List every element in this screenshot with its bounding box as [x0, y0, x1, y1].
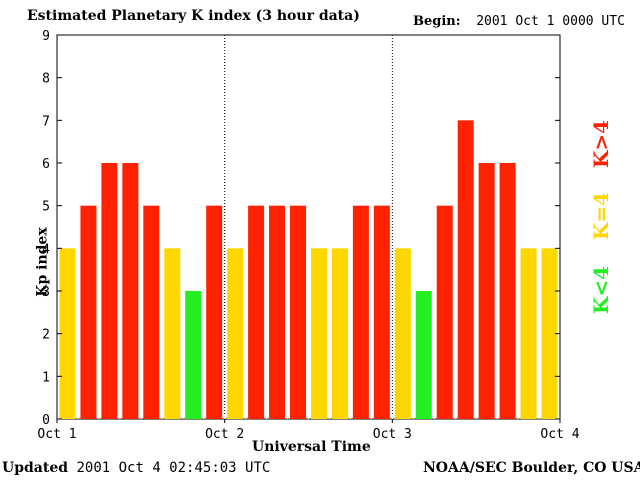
kp-bar [436, 205, 453, 419]
kp-bar [478, 163, 495, 419]
legend-equal: K=4 [589, 191, 613, 240]
kp-bar [122, 163, 139, 419]
begin-label: Begin: [413, 14, 461, 29]
legend-above: K>4 [589, 119, 613, 168]
chart-title: Estimated Planetary K index (3 hour data… [27, 8, 360, 24]
kp-bar [415, 291, 432, 419]
y-tick-label: 9 [42, 29, 50, 44]
x-tick-label: Oct 1 [37, 427, 76, 442]
y-tick-label: 5 [42, 200, 50, 215]
x-tick-label: Oct 4 [540, 427, 579, 442]
kp-bar [269, 205, 286, 419]
x-axis-label: Universal Time [252, 439, 371, 455]
x-tick-label: Oct 3 [373, 427, 412, 442]
kp-bar [331, 248, 348, 419]
kp-bar [499, 163, 516, 419]
kp-bar [310, 248, 327, 419]
kp-bar [101, 163, 118, 419]
y-tick-label: 3 [42, 285, 50, 300]
kp-bar [457, 120, 474, 419]
kp-bar [248, 205, 265, 419]
kp-bar [164, 248, 181, 419]
y-tick-label: 1 [42, 370, 50, 385]
kp-bar [185, 291, 202, 419]
kp-bar [227, 248, 244, 419]
y-tick-label: 6 [42, 157, 50, 172]
kp-bar [59, 248, 76, 419]
kp-bar [206, 205, 223, 419]
updated-value: 2001 Oct 4 02:45:03 UTC [76, 460, 271, 476]
legend-below: K<4 [589, 265, 613, 314]
credit-text: NOAA/SEC Boulder, CO USA [423, 460, 640, 476]
begin-value: 2001 Oct 1 0000 UTC [476, 14, 625, 29]
y-tick-label: 4 [42, 242, 50, 257]
y-axis-label: Kp index [34, 227, 51, 297]
kp-bar [352, 205, 369, 419]
kp-bar [80, 205, 97, 419]
updated-timestamp: Updated 2001 Oct 4 02:45:03 UTC [2, 460, 270, 476]
kp-bar [143, 205, 160, 419]
y-tick-label: 0 [42, 413, 50, 428]
kp-bar [373, 205, 390, 419]
x-tick-label: Oct 2 [205, 427, 244, 442]
y-tick-label: 8 [42, 72, 50, 87]
kp-bar [290, 205, 307, 419]
kp-bar [520, 248, 537, 419]
updated-label: Updated [2, 460, 69, 476]
y-tick-label: 2 [42, 328, 50, 343]
kp-bar [394, 248, 411, 419]
kp-bar [541, 248, 558, 419]
y-tick-label: 7 [42, 114, 50, 129]
begin-time: Begin: 2001 Oct 1 0000 UTC [413, 14, 625, 29]
